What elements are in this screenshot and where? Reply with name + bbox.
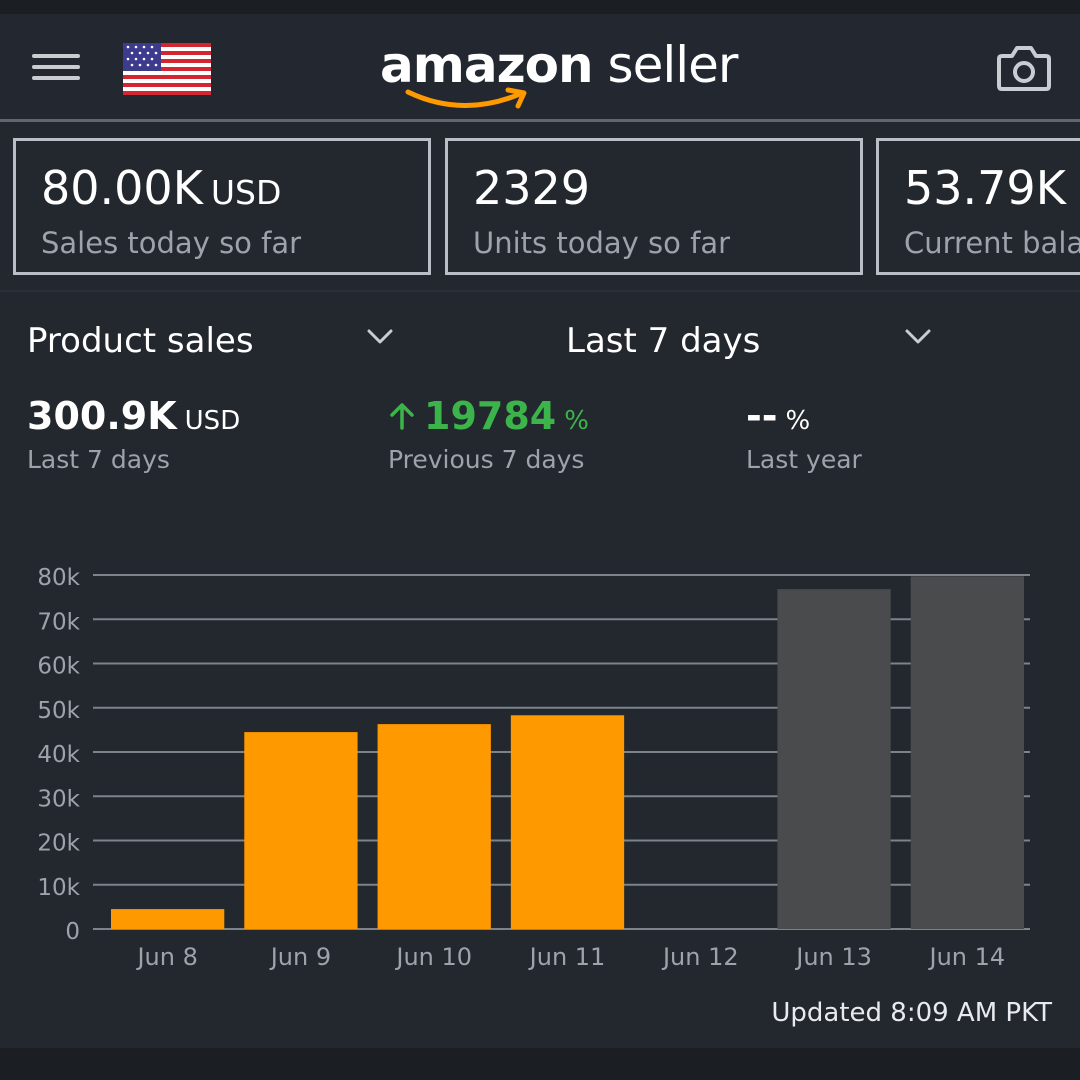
stat-change-label: Previous 7 days — [388, 445, 585, 474]
kpi-balance-value: 53.79K — [904, 161, 1066, 215]
y-tick-label: 80k — [37, 565, 80, 591]
stat-last-year-label: Last year — [746, 445, 862, 474]
us-flag-icon[interactable] — [123, 43, 211, 95]
stat-total-value-row: 300.9K USD — [27, 392, 240, 445]
kpi-sales-value: 80.00K — [41, 161, 203, 215]
stat-total-unit: USD — [184, 406, 241, 436]
period-selector-label: Last 7 days — [566, 321, 761, 361]
status-strip — [0, 0, 1080, 14]
y-tick-label: 40k — [37, 742, 80, 768]
x-tick-label: Jun 13 — [794, 943, 872, 971]
kpi-card-units[interactable]: 2329 Units today so far — [445, 138, 863, 275]
kpi-balance-value-row: 53.79K — [904, 161, 1066, 215]
x-tick-label: Jun 10 — [394, 943, 472, 971]
amazon-seller-logo: amazon seller — [372, 30, 738, 114]
kpi-card-sales[interactable]: 80.00K USD Sales today so far — [13, 138, 431, 275]
section-divider — [0, 290, 1080, 292]
x-tick-label: Jun 12 — [661, 943, 739, 971]
kpi-units-value: 2329 — [473, 161, 591, 215]
kpi-balance-label: Current bala — [904, 226, 1080, 260]
chevron-down-icon — [905, 329, 931, 344]
y-tick-label: 30k — [37, 786, 80, 812]
x-tick-label: Jun 8 — [135, 943, 197, 971]
amazon-smile-icon — [405, 87, 527, 109]
bar — [377, 724, 491, 929]
stat-total-value: 300.9K — [27, 394, 177, 438]
app-header: amazon seller — [0, 0, 1080, 122]
logo-seller-text: seller — [607, 36, 739, 94]
y-tick-label: 10k — [37, 875, 80, 901]
kpi-card-balance[interactable]: 53.79K Current bala — [876, 138, 1080, 275]
updated-timestamp: Updated 8:09 AM PKT — [771, 998, 1052, 1028]
y-tick-label: 20k — [37, 831, 80, 857]
stat-last-year-value: -- — [746, 394, 778, 438]
stat-last-year-value-row: --% — [746, 392, 810, 445]
kpi-strip: 80.00K USD Sales today so far 2329 Units … — [0, 125, 1080, 290]
x-tick-label: Jun 14 — [928, 943, 1006, 971]
metric-selector[interactable]: Product sales — [27, 314, 397, 370]
y-tick-label: 0 — [65, 919, 80, 945]
camera-icon[interactable] — [996, 42, 1052, 92]
x-tick-label: Jun 11 — [528, 943, 606, 971]
stat-change-value-row: 19784% — [424, 392, 589, 445]
x-tick-label: Jun 9 — [269, 943, 331, 971]
bar — [110, 909, 225, 929]
bar — [510, 715, 625, 929]
stat-change: 19784% Previous 7 days — [388, 392, 688, 482]
y-tick-label: 70k — [37, 609, 80, 635]
kpi-sales-value-row: 80.00K USD — [41, 161, 281, 220]
metric-selector-label: Product sales — [27, 321, 254, 361]
stat-change-unit: % — [564, 406, 589, 436]
stat-total-label: Last 7 days — [27, 445, 170, 474]
period-selector[interactable]: Last 7 days — [566, 314, 936, 370]
hamburger-menu-icon[interactable] — [28, 46, 84, 88]
kpi-units-label: Units today so far — [473, 226, 731, 260]
bar — [777, 589, 891, 929]
y-tick-label: 60k — [37, 654, 80, 680]
y-tick-label: 50k — [37, 698, 80, 724]
bar — [244, 732, 358, 929]
stat-last-year-unit: % — [785, 406, 811, 436]
stat-last-year: --% Last year — [746, 392, 986, 482]
stat-change-value: 19784 — [424, 394, 557, 438]
bar — [910, 576, 1025, 929]
bottom-strip — [0, 1048, 1080, 1080]
chevron-down-icon — [367, 329, 393, 344]
kpi-units-value-row: 2329 — [473, 161, 590, 215]
kpi-sales-unit: USD — [210, 173, 282, 212]
logo-amazon-text: amazon — [380, 36, 594, 94]
arrow-up-icon — [390, 403, 414, 430]
sales-bar-chart: 0 10k 20k 30k 40k 50k 60k 70k 80k Jun 8 Jun 9 Jun 1… — [37, 565, 1030, 971]
stat-total: 300.9K USD Last 7 days — [27, 392, 347, 482]
kpi-sales-label: Sales today so far — [41, 226, 302, 260]
